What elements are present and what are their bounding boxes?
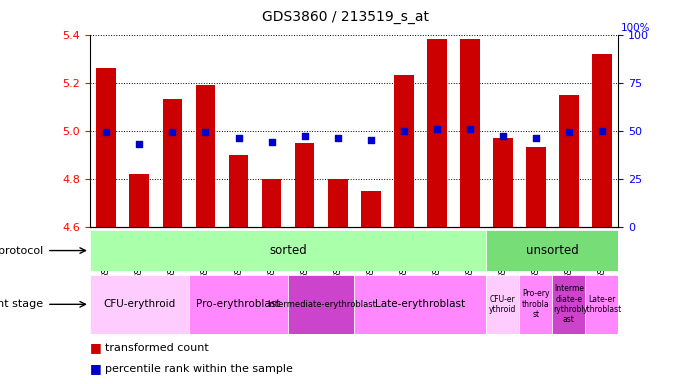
Bar: [493, 138, 513, 227]
Text: sorted: sorted: [269, 244, 307, 257]
Point: [167, 129, 178, 136]
Bar: [460, 40, 480, 227]
Bar: [90, 275, 189, 334]
Bar: [394, 75, 414, 227]
Text: Late-erythroblast: Late-erythroblast: [375, 299, 465, 310]
Text: Intermediate-erythroblast: Intermediate-erythroblast: [267, 300, 375, 309]
Bar: [585, 275, 618, 334]
Bar: [486, 275, 520, 334]
Text: ■: ■: [90, 362, 102, 375]
Text: 100%: 100%: [621, 23, 651, 33]
Point: [498, 133, 509, 139]
Point: [563, 129, 574, 136]
Bar: [229, 154, 248, 227]
Bar: [189, 275, 288, 334]
Bar: [90, 230, 486, 271]
Bar: [361, 190, 381, 227]
Point: [200, 129, 211, 136]
Text: CFU-er
ythroid: CFU-er ythroid: [489, 295, 516, 314]
Bar: [354, 275, 486, 334]
Text: unsorted: unsorted: [526, 244, 579, 257]
Point: [266, 139, 277, 145]
Bar: [162, 99, 182, 227]
Point: [464, 126, 475, 132]
Bar: [559, 94, 579, 227]
Text: protocol: protocol: [0, 245, 44, 256]
Point: [431, 126, 442, 132]
Bar: [288, 275, 354, 334]
Point: [134, 141, 145, 147]
Text: Late-er
ythroblast: Late-er ythroblast: [583, 295, 621, 314]
Point: [365, 137, 376, 143]
Bar: [294, 142, 314, 227]
Bar: [520, 275, 552, 334]
Bar: [486, 230, 618, 271]
Point: [596, 127, 607, 134]
Bar: [328, 179, 348, 227]
Point: [530, 135, 541, 141]
Point: [332, 135, 343, 141]
Bar: [427, 40, 446, 227]
Text: GDS3860 / 213519_s_at: GDS3860 / 213519_s_at: [262, 10, 429, 23]
Text: ■: ■: [90, 341, 102, 354]
Text: percentile rank within the sample: percentile rank within the sample: [105, 364, 293, 374]
Text: development stage: development stage: [0, 299, 44, 310]
Text: CFU-erythroid: CFU-erythroid: [103, 299, 176, 310]
Point: [233, 135, 244, 141]
Bar: [592, 54, 612, 227]
Bar: [97, 68, 116, 227]
Text: Pro-erythroblast: Pro-erythroblast: [196, 299, 281, 310]
Point: [398, 127, 409, 134]
Text: Interme
diate-e
rythrobl
ast: Interme diate-e rythrobl ast: [553, 284, 584, 324]
Point: [299, 133, 310, 139]
Bar: [552, 275, 585, 334]
Bar: [196, 85, 216, 227]
Text: Pro-ery
throbla
st: Pro-ery throbla st: [522, 290, 549, 319]
Bar: [526, 147, 546, 227]
Bar: [262, 179, 281, 227]
Point: [101, 129, 112, 136]
Text: transformed count: transformed count: [105, 343, 209, 353]
Bar: [129, 174, 149, 227]
